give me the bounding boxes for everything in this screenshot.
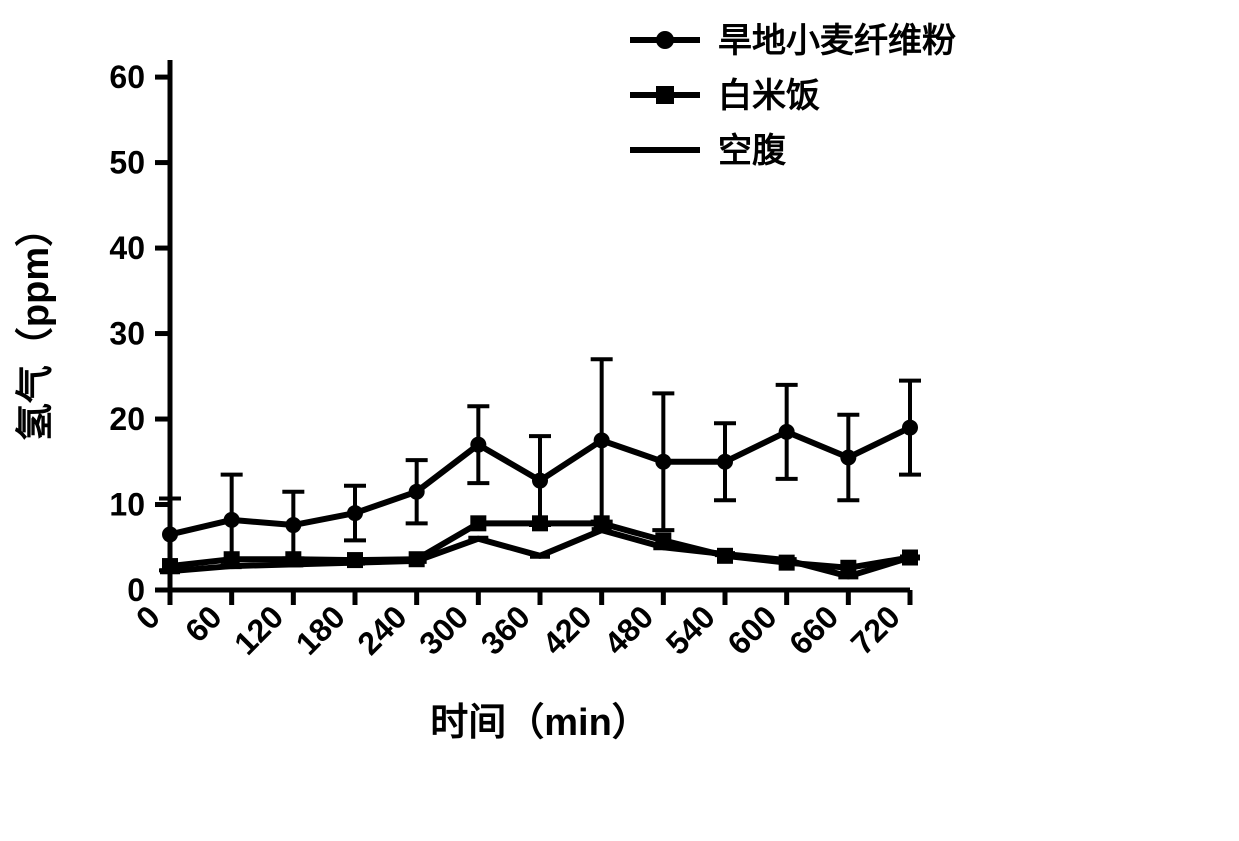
y-tick-label: 30 [109, 316, 145, 352]
legend-label: 白米饭 [718, 77, 820, 115]
y-tick-label: 50 [109, 145, 145, 181]
y-tick-label: 40 [109, 230, 145, 266]
line-chart: 0102030405060060120180240300360420480540… [0, 0, 1239, 841]
y-tick-label: 10 [109, 487, 145, 523]
legend-label: 空腹 [718, 132, 787, 170]
y-axis-label: 氢气（ppm） [15, 209, 57, 441]
y-tick-label: 60 [109, 59, 145, 95]
x-axis-label: 时间（min） [430, 702, 650, 744]
y-tick-label: 20 [109, 401, 145, 437]
legend-label: 旱地小麦纤维粉 [718, 22, 956, 60]
